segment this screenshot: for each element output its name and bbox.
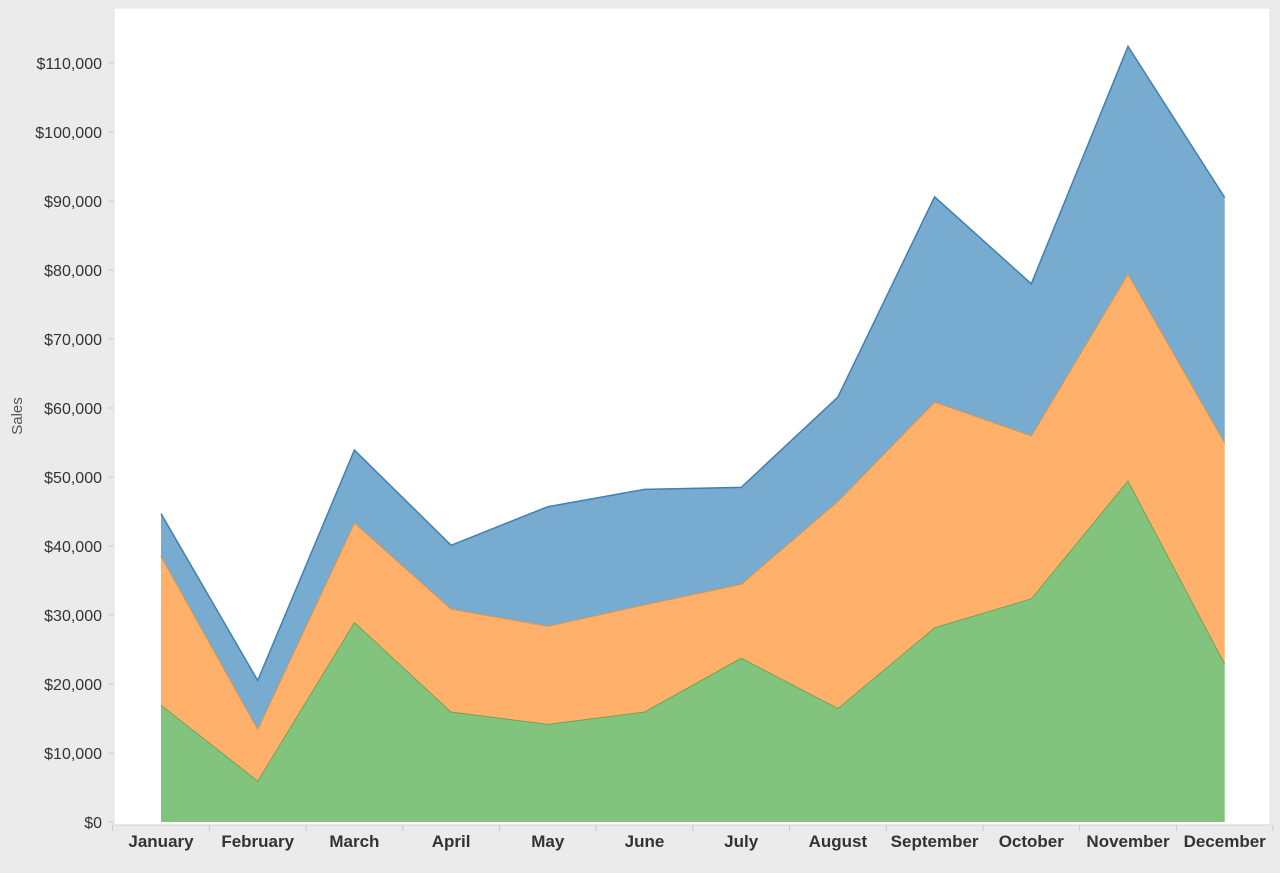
x-tick-label: January	[128, 832, 194, 851]
x-tick-label: December	[1184, 832, 1267, 851]
y-tick-label: $100,000	[35, 125, 102, 142]
x-tick-label: July	[724, 832, 759, 851]
y-tick-label: $110,000	[36, 56, 102, 73]
x-tick-label: August	[809, 832, 868, 851]
y-tick-label: $80,000	[44, 263, 102, 280]
y-tick-label: $0	[84, 815, 102, 832]
x-tick-label: September	[891, 832, 979, 851]
x-tick-label: March	[329, 832, 379, 851]
x-tick-label: May	[531, 832, 565, 851]
y-axis: $0 $10,000 $20,000 $30,000 $40,000 $50,000 $60…	[35, 56, 114, 832]
y-axis-label: Sales	[9, 397, 26, 435]
y-tick-label: $10,000	[44, 746, 102, 763]
x-tick-label: June	[625, 832, 665, 851]
x-axis: January February March April May June July Augu…	[113, 825, 1273, 851]
x-tick-label: November	[1086, 832, 1170, 851]
y-tick-label: $30,000	[44, 608, 102, 625]
y-tick-label: $70,000	[44, 332, 102, 349]
y-tick-label: $50,000	[44, 470, 102, 487]
y-tick-label: $20,000	[44, 677, 102, 694]
x-tick-label: April	[432, 832, 471, 851]
x-tick-label: February	[221, 832, 294, 851]
y-tick-label: $40,000	[44, 539, 102, 556]
y-tick-label: $60,000	[44, 401, 102, 418]
x-tick-label: October	[999, 832, 1065, 851]
y-tick-label: $90,000	[44, 194, 102, 211]
